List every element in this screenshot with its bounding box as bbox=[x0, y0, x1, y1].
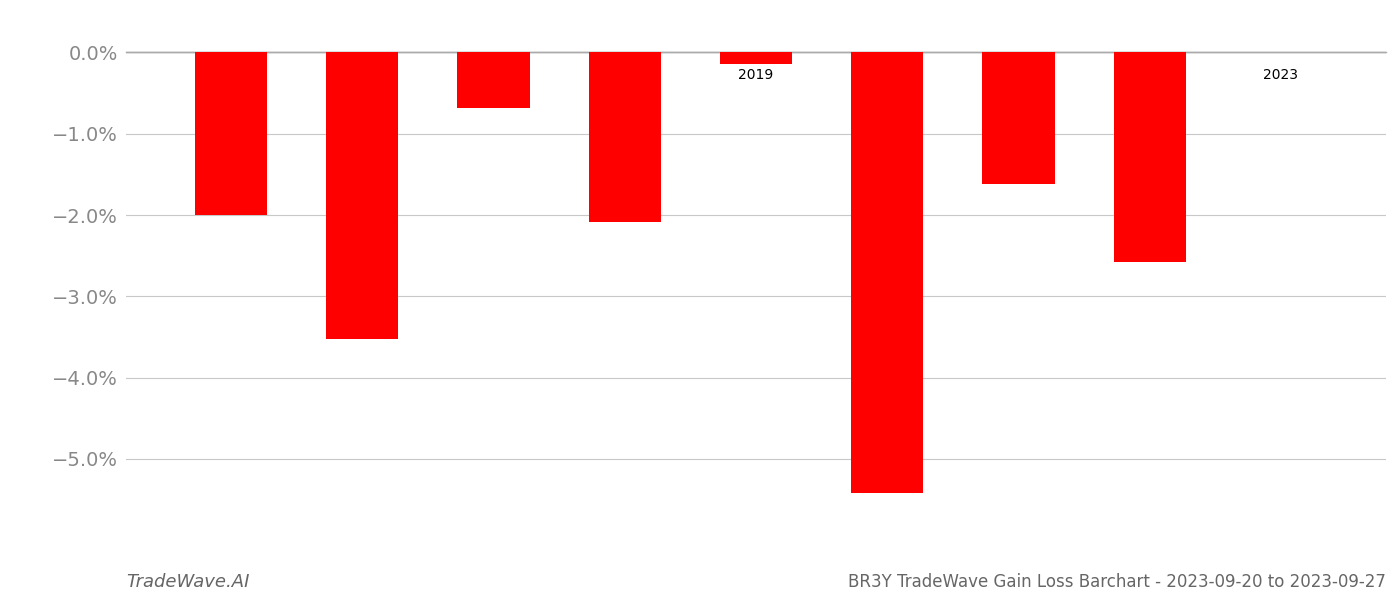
Bar bbox=[458, 52, 529, 108]
Bar bbox=[983, 52, 1054, 184]
Bar bbox=[326, 52, 399, 338]
Bar bbox=[588, 52, 661, 221]
Text: BR3Y TradeWave Gain Loss Barchart - 2023-09-20 to 2023-09-27: BR3Y TradeWave Gain Loss Barchart - 2023… bbox=[848, 573, 1386, 591]
Bar bbox=[195, 52, 267, 215]
Text: TradeWave.AI: TradeWave.AI bbox=[126, 573, 249, 591]
Bar bbox=[851, 52, 924, 493]
Bar bbox=[720, 52, 792, 64]
Bar bbox=[1113, 52, 1186, 262]
